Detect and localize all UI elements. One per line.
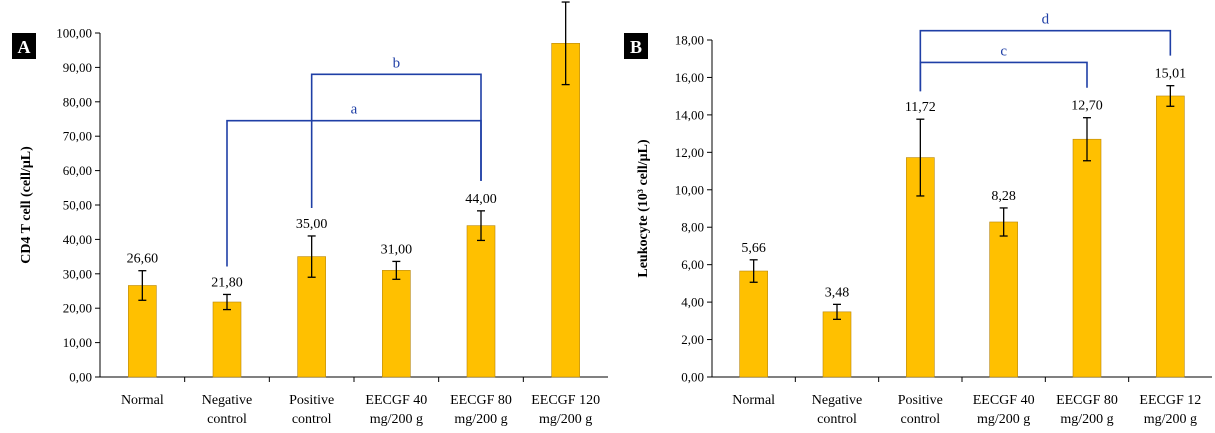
bar (822, 311, 852, 378)
significance-label: d (1042, 12, 1050, 28)
x-tick-label: mg/200 g (977, 412, 1030, 427)
significance-bracket (310, 73, 482, 208)
panel-label-badge (12, 33, 36, 59)
y-tick-label: 10,00 (675, 182, 704, 197)
data-label: 5,66 (741, 241, 766, 256)
data-label: 35,00 (296, 217, 328, 232)
x-tick-label: mg/200 g (1060, 412, 1113, 427)
significance-label: b (393, 55, 401, 71)
y-tick-label: 14,00 (675, 107, 704, 122)
x-tick-label: EECGF 12 (1139, 393, 1201, 408)
y-tick-label: 50,00 (63, 198, 92, 213)
data-label: 21,80 (211, 275, 243, 290)
bar (739, 270, 768, 378)
y-axis-label: CD4 T cell (cell/µL) (19, 146, 34, 264)
y-tick-label: 6,00 (681, 257, 704, 272)
x-tick-label: EECGF 120 (531, 393, 600, 408)
y-tick-label: 70,00 (63, 129, 92, 144)
x-tick-label: control (292, 412, 332, 427)
y-tick-label: 2,00 (681, 332, 704, 347)
x-tick-label: control (817, 412, 857, 427)
y-axis-label: Leukocyte (10³ cell/µL) (636, 139, 651, 278)
y-tick-label: 4,00 (681, 295, 704, 310)
x-tick-label: EECGF 40 (973, 393, 1035, 408)
bar (128, 285, 157, 378)
panel-label: A (18, 37, 31, 57)
x-tick-label: mg/200 g (539, 412, 592, 427)
panel-label: B (630, 37, 642, 57)
y-tick-label: 100,00 (56, 26, 92, 41)
x-tick-label: control (207, 412, 247, 427)
data-label: 8,28 (991, 189, 1016, 204)
y-tick-label: 90,00 (63, 60, 92, 75)
x-tick-label: EECGF 40 (365, 393, 427, 408)
x-tick-label: EECGF 80 (1056, 393, 1118, 408)
y-tick-label: 18,00 (675, 33, 704, 48)
x-tick-label: Negative (202, 393, 253, 408)
significance-bracket (919, 29, 1172, 92)
data-label: 3,48 (825, 285, 850, 300)
data-label: 26,60 (127, 252, 159, 267)
panel-label-badge (624, 33, 648, 59)
y-tick-label: 40,00 (63, 232, 92, 247)
x-tick-label: Negative (812, 393, 863, 408)
significance-label: a (351, 102, 358, 118)
data-label: 15,01 (1155, 67, 1187, 82)
x-tick-label: mg/200 g (370, 412, 423, 427)
y-tick-label: 8,00 (681, 220, 704, 235)
x-tick-label: mg/200 g (1144, 412, 1197, 427)
chart-panel-a: A CD4 T cell (cell/µL) 0,00 10,00 20,00 30,00… (12, 1, 608, 427)
y-tick-label: 60,00 (63, 163, 92, 178)
x-tick-label: control (901, 412, 941, 427)
y-tick-label: 30,00 (63, 266, 92, 281)
bar (212, 301, 242, 378)
significance-bracket (226, 119, 482, 267)
x-tick-label: Normal (121, 393, 164, 408)
x-tick-label: Positive (898, 393, 943, 408)
significance-label: c (1000, 43, 1007, 59)
x-tick-label: EECGF 80 (450, 393, 512, 408)
x-tick-label: Normal (732, 393, 775, 408)
x-tick-label: mg/200 g (454, 412, 507, 427)
y-tick-label: 10,00 (63, 335, 92, 350)
bar (1156, 95, 1185, 378)
bar (382, 270, 411, 378)
data-label: 44,00 (465, 192, 497, 207)
bar (989, 221, 1018, 378)
x-tick-label: Positive (289, 393, 334, 408)
significance-bracket (919, 61, 1088, 92)
y-tick-label: 16,00 (675, 70, 704, 85)
data-label: 11,72 (905, 100, 936, 115)
y-tick-label: 80,00 (63, 94, 92, 109)
chart-panel-b: B Leukocyte (10³ cell/µL) 0,00 2,00 4,00 6,00… (624, 12, 1212, 427)
bar (1072, 138, 1102, 378)
y-tick-label: 12,00 (675, 145, 704, 160)
y-tick-label: 0,00 (69, 370, 92, 385)
bar (466, 225, 496, 378)
y-tick-label: 0,00 (681, 370, 704, 385)
bar (551, 43, 580, 378)
y-tick-label: 20,00 (63, 301, 92, 316)
data-label: 31,00 (381, 242, 413, 257)
data-label: 12,70 (1071, 99, 1103, 114)
